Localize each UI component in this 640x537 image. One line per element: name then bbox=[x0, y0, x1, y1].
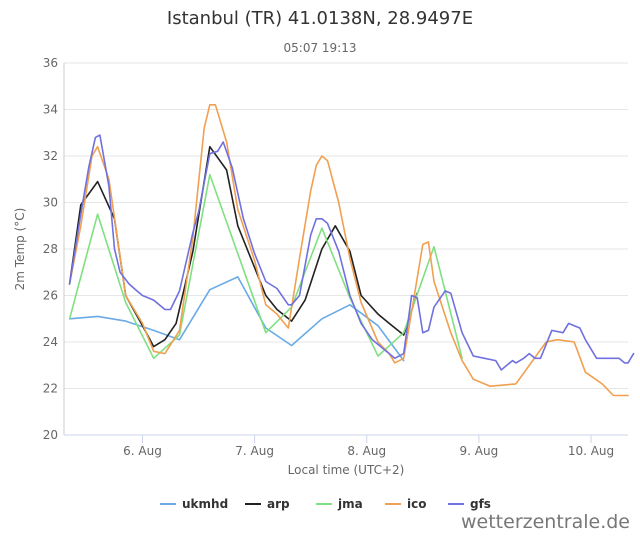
legend-label: arp bbox=[267, 497, 290, 511]
legend-label: gfs bbox=[470, 497, 491, 511]
legend-item-ico[interactable]: ico bbox=[385, 497, 426, 511]
series-line-ukmhd bbox=[68, 276, 405, 362]
x-tick-label: 6. Aug bbox=[123, 444, 162, 458]
y-tick-label: 30 bbox=[43, 196, 58, 210]
y-tick-label: 22 bbox=[43, 382, 58, 396]
y-axis-title: 2m Temp (°C) bbox=[13, 208, 27, 291]
legend-item-jma[interactable]: jma bbox=[316, 497, 363, 511]
y-tick-label: 32 bbox=[43, 149, 58, 163]
legend: ukmhd arp jma ico gfs bbox=[160, 497, 491, 511]
x-tick-label: 9. Aug bbox=[460, 444, 499, 458]
y-tick-label: 20 bbox=[43, 428, 58, 442]
legend-label: jma bbox=[337, 497, 363, 511]
grid-lines bbox=[63, 62, 628, 436]
legend-label: ukmhd bbox=[182, 497, 228, 511]
x-axis-title: Local time (UTC+2) bbox=[288, 463, 405, 477]
legend-item-gfs[interactable]: gfs bbox=[448, 497, 491, 511]
x-tick-label: 7. Aug bbox=[235, 444, 274, 458]
series-line-gfs bbox=[68, 134, 635, 371]
y-tick-label: 34 bbox=[43, 103, 58, 117]
x-axis: 6. Aug 7. Aug 8. Aug 9. Aug 10. Aug bbox=[64, 434, 628, 458]
y-axis: 20 22 24 26 28 30 32 34 36 bbox=[43, 56, 58, 442]
chart-subtitle: 05:07 19:13 bbox=[284, 41, 357, 55]
series-lines bbox=[68, 104, 635, 397]
x-tick-label: 8. Aug bbox=[347, 444, 386, 458]
legend-item-ukmhd[interactable]: ukmhd bbox=[160, 497, 228, 511]
y-tick-label: 28 bbox=[43, 242, 58, 256]
x-tick-label: 10. Aug bbox=[568, 444, 614, 458]
chart-title: Istanbul (TR) 41.0138N, 28.9497E bbox=[167, 8, 473, 29]
y-tick-label: 26 bbox=[43, 289, 58, 303]
watermark: wetterzentrale.de bbox=[461, 511, 630, 533]
y-tick-label: 24 bbox=[43, 335, 58, 349]
y-tick-label: 36 bbox=[43, 56, 58, 70]
series-line-ico bbox=[68, 104, 629, 397]
legend-label: ico bbox=[407, 497, 426, 511]
series-line-jma bbox=[68, 173, 463, 360]
legend-item-arp[interactable]: arp bbox=[245, 497, 290, 511]
